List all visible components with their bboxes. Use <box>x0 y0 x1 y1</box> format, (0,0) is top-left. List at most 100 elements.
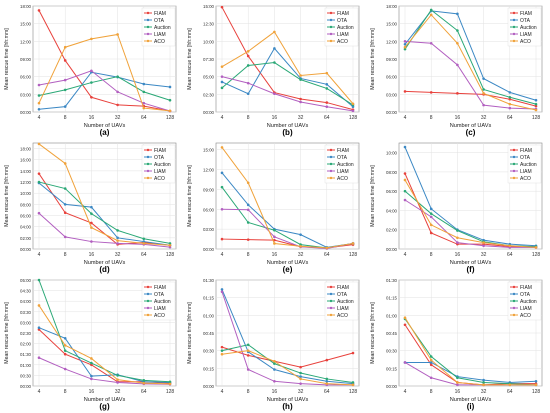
legend-marker <box>512 25 516 29</box>
data-point <box>429 212 433 215</box>
data-point <box>37 172 41 175</box>
legend-marker <box>329 155 333 159</box>
legend-label: FIAM <box>154 285 166 291</box>
data-point <box>220 185 224 189</box>
data-point <box>325 379 329 383</box>
data-point <box>90 361 93 365</box>
x-tick-label: 32 <box>298 389 304 395</box>
data-point <box>325 246 329 250</box>
data-point <box>63 45 67 49</box>
legend-label: LIAM <box>154 306 166 312</box>
series-line <box>404 199 536 248</box>
x-tick-label: 16 <box>89 389 95 395</box>
data-point <box>246 92 250 96</box>
legend-marker <box>329 299 333 303</box>
y-tick-label: 01:30 <box>20 352 32 357</box>
x-tick-label: 32 <box>115 252 121 258</box>
legend-label: LIAM <box>154 32 166 38</box>
series-line <box>38 327 171 383</box>
x-tick-label: 4 <box>38 252 41 258</box>
data-point <box>142 106 146 110</box>
x-tick-label: 128 <box>349 115 358 121</box>
data-point <box>429 363 433 367</box>
data-point <box>63 352 67 356</box>
legend-label: OTA <box>337 155 348 161</box>
series-line <box>404 40 537 110</box>
chart-panel: 00:00 02:30 05:00 07:30 10:00 12:30 15:00 4 8 16 3… <box>187 4 360 137</box>
x-axis-label: Number of UAVs <box>450 123 492 129</box>
y-tick-label: 08:00 <box>386 170 398 175</box>
data-point <box>403 316 407 319</box>
data-point <box>273 359 276 363</box>
legend-label: OTA <box>520 18 531 24</box>
data-point <box>403 90 407 93</box>
data-point <box>429 207 433 211</box>
data-point <box>508 383 512 387</box>
data-point <box>534 383 538 387</box>
data-point <box>403 47 407 51</box>
x-axis-label: Number of UAVs <box>267 397 309 403</box>
data-point <box>90 357 93 360</box>
data-point <box>116 236 119 240</box>
x-axis-label: Number of UAVs <box>450 260 492 266</box>
legend-marker <box>146 285 150 289</box>
data-point <box>403 323 407 327</box>
data-point <box>142 381 146 385</box>
data-point <box>456 229 459 232</box>
y-tick-label: 03:00 <box>386 92 398 97</box>
y-tick-label: 00:00 <box>20 247 32 252</box>
y-tick-label: 15:00 <box>386 22 398 27</box>
data-point <box>429 355 433 358</box>
x-tick-label: 128 <box>532 252 541 258</box>
data-point <box>299 74 302 77</box>
y-tick-label: 10:00 <box>203 39 215 44</box>
data-point <box>508 244 512 248</box>
data-point <box>299 78 302 81</box>
series-line <box>221 31 354 105</box>
legend-label: ACO <box>337 313 348 319</box>
data-point <box>116 381 119 384</box>
x-tick-label: 32 <box>481 389 487 395</box>
legend-marker <box>146 39 150 43</box>
data-point <box>299 244 302 248</box>
data-point <box>63 88 67 92</box>
y-tick-label: 06:00 <box>203 207 215 212</box>
data-point <box>403 45 407 49</box>
data-point <box>63 59 67 62</box>
x-tick-label: 4 <box>404 389 407 395</box>
legend-label: OTA <box>154 155 165 161</box>
x-tick-label: 64 <box>507 389 513 395</box>
data-point <box>299 365 302 369</box>
legend-marker <box>146 299 150 303</box>
data-point <box>90 226 93 229</box>
series-line <box>221 289 354 385</box>
legend-marker <box>329 313 333 317</box>
data-point <box>273 368 276 371</box>
legend-marker <box>146 176 150 180</box>
x-tick-label: 32 <box>115 389 121 395</box>
data-point <box>63 349 67 352</box>
data-point <box>220 345 224 349</box>
y-tick-label: 00:00 <box>386 384 398 389</box>
x-axis-label: Number of UAVs <box>84 397 126 403</box>
x-tick-label: 64 <box>507 115 513 121</box>
legend-marker <box>329 162 333 166</box>
series-line <box>38 70 171 112</box>
chart-panel: 00:00 02:00 04:00 06:00 08:00 10:00 4 8 16 32 64 12… <box>370 142 543 274</box>
y-tick-label: 04:30 <box>20 289 32 294</box>
y-axis-label: Mean rescue time [hh:mm] <box>4 165 10 227</box>
panel-label: (h) <box>282 402 293 411</box>
data-point <box>37 304 41 307</box>
x-tick-label: 8 <box>64 389 67 395</box>
data-point <box>220 171 224 175</box>
x-tick-label: 16 <box>89 252 95 258</box>
legend-label: OTA <box>520 292 531 298</box>
legend-label: FIAM <box>337 148 349 154</box>
data-point <box>220 65 224 68</box>
data-point <box>246 368 250 371</box>
data-point <box>351 109 355 113</box>
legend-label: ACO <box>520 176 531 182</box>
legend-marker <box>146 148 150 152</box>
